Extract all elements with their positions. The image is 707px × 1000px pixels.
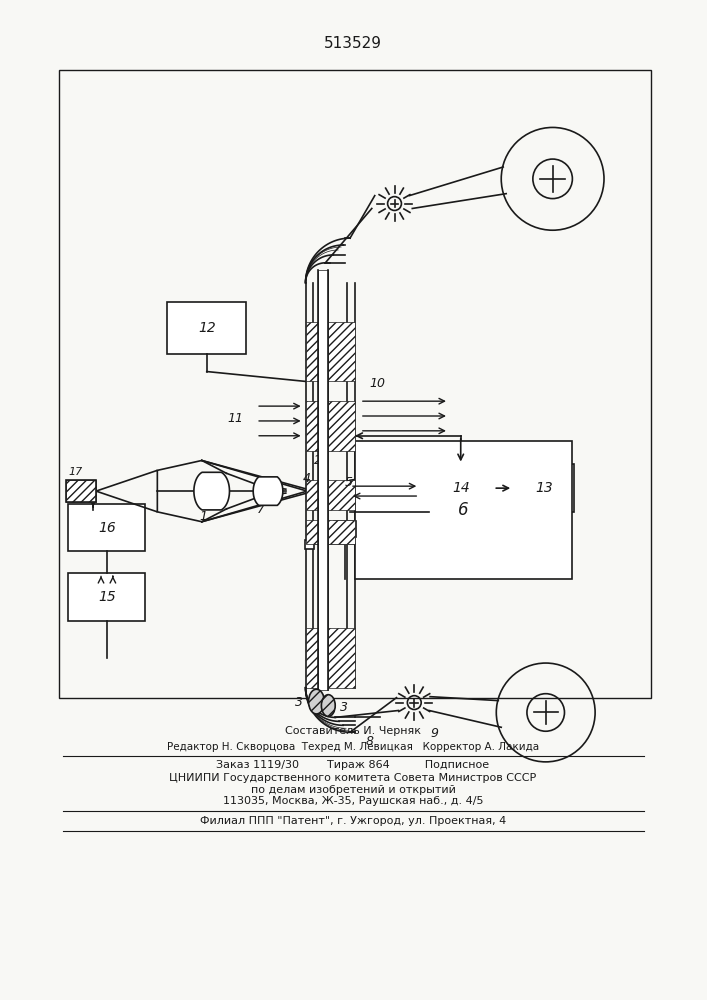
Text: ЦНИИПИ Государственного комитета Совета Министров СССР: ЦНИИПИ Государственного комитета Совета …: [170, 773, 537, 783]
Polygon shape: [194, 472, 230, 510]
Bar: [305, 480, 355, 510]
Text: 6: 6: [458, 501, 469, 519]
Bar: [513, 464, 574, 512]
Text: 13: 13: [535, 481, 553, 495]
Text: 11: 11: [228, 412, 243, 425]
Bar: [305, 628, 355, 688]
Text: 5: 5: [345, 476, 353, 489]
Text: 12: 12: [198, 321, 216, 335]
Text: 3: 3: [295, 696, 303, 709]
Text: 10: 10: [370, 377, 386, 390]
Text: Филиал ППП "Патент", г. Ужгород, ул. Проектная, 4: Филиал ППП "Патент", г. Ужгород, ул. Про…: [200, 816, 506, 826]
Bar: [168, 302, 246, 354]
Ellipse shape: [322, 695, 335, 716]
Text: по делам изобретений и открытий: по делам изобретений и открытий: [250, 785, 455, 795]
Text: Редактор Н. Скворцова  Техред М. Левицкая   Корректор А. Лакида: Редактор Н. Скворцова Техред М. Левицкая…: [167, 742, 539, 752]
Text: 14: 14: [452, 481, 469, 495]
Bar: [66, 480, 96, 502]
Bar: [318, 273, 328, 688]
Bar: [429, 464, 493, 512]
Text: 3: 3: [340, 701, 348, 714]
Text: 113035, Москва, Ж-35, Раушская наб., д. 4/5: 113035, Москва, Ж-35, Раушская наб., д. …: [223, 796, 484, 806]
Ellipse shape: [308, 689, 325, 714]
Text: 15: 15: [98, 590, 116, 604]
Text: 8: 8: [366, 735, 374, 748]
Text: 513529: 513529: [324, 36, 382, 51]
Bar: [318, 270, 328, 690]
Bar: [305, 322, 355, 381]
Polygon shape: [253, 477, 283, 505]
Text: Заказ 1119/30        Тираж 864          Подписное: Заказ 1119/30 Тираж 864 Подписное: [216, 760, 489, 770]
Bar: [66, 480, 96, 502]
Bar: [305, 520, 355, 544]
Text: 4: 4: [303, 472, 310, 485]
Bar: [69, 573, 146, 621]
Bar: [59, 70, 651, 698]
Bar: [355, 441, 573, 579]
Text: Составитель И. Черняк: Составитель И. Черняк: [285, 726, 421, 736]
Bar: [69, 504, 146, 551]
Bar: [305, 540, 315, 549]
Text: 9: 9: [430, 727, 438, 740]
Text: 16: 16: [98, 521, 116, 535]
Text: 1: 1: [200, 510, 208, 523]
Text: 7: 7: [257, 503, 265, 516]
Text: 2: 2: [313, 454, 322, 467]
Bar: [334, 521, 356, 537]
Text: 17: 17: [69, 467, 83, 477]
Bar: [305, 401, 355, 451]
